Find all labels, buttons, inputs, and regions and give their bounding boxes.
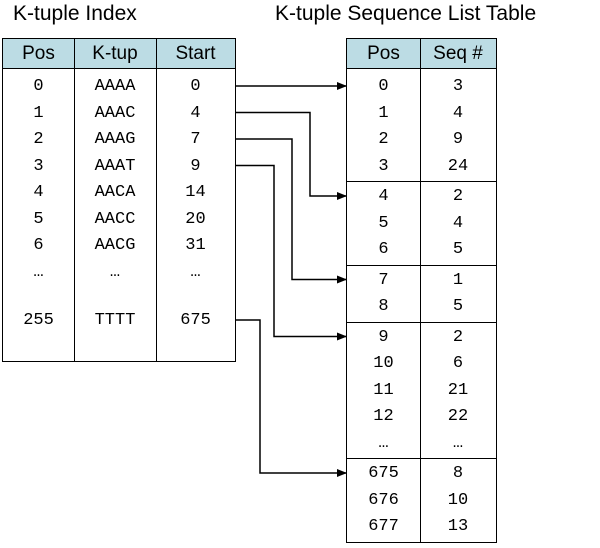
header-start: Start — [175, 43, 216, 64]
k-tuple-index-ktup-cell: AAAT — [94, 156, 136, 176]
k-tuple-index-table: Pos K-tup Start 0 AAAA 0 1 AAAC 4 2 AAAG 7 3 AAAT 9 4 A… — [2, 38, 236, 362]
sequence-list-pos-cell: 9 — [378, 327, 389, 347]
sequence-list-table: Pos Seq # 0 3 1 4 2 9 3 24 4 2 5 4 6 5 7 1 8 5 9 2 10 6 11 21 12 2… — [346, 38, 497, 543]
k-tuple-index-start-cell: … — [190, 262, 201, 282]
k-tuple-index-start-cell: 0 — [190, 77, 201, 96]
sequence-list-pos-cell: 4 — [378, 187, 389, 206]
k-tuple-index-start-cell: 9 — [190, 156, 201, 176]
group-divider — [347, 321, 496, 323]
k-tuple-index-start-cell: 675 — [180, 311, 211, 330]
k-tuple-index-header: Pos K-tup Start — [3, 39, 235, 69]
k-tuple-index-ktup-cell: AACG — [94, 236, 136, 255]
sequence-list-pos-cell: 676 — [368, 490, 399, 510]
k-tuple-index-ktup-cell: AACA — [94, 183, 136, 202]
pointer-arrow — [236, 111, 347, 200]
k-tuple-index-pos-cell: 4 — [33, 183, 44, 202]
k-tuple-index-pos-cell: 1 — [33, 103, 44, 123]
sequence-list-header: Pos Seq # — [347, 39, 496, 69]
k-tuple-index-start-cell: 7 — [190, 130, 201, 149]
group-divider — [347, 458, 496, 459]
sequence-list-seq-cell: 21 — [447, 380, 469, 400]
k-tuple-index-pos-cell: … — [33, 262, 44, 282]
k-tuple-index-ktup-cell: AAAG — [94, 130, 136, 149]
k-tuple-index-start-cell: 4 — [190, 103, 201, 123]
sequence-list-seq-cell: 1 — [452, 270, 464, 290]
k-tuple-index-start-cell: 20 — [185, 209, 206, 229]
sequence-list-seq-cell: 3 — [452, 77, 464, 96]
sequence-list-seq-cell: 8 — [452, 464, 464, 483]
sequence-list-seq-cell: 4 — [452, 213, 464, 233]
k-tuple-index-pos-cell: 0 — [33, 77, 44, 96]
sequence-list-pos-cell: 5 — [378, 213, 389, 233]
k-tuple-index-start-cell: 14 — [185, 183, 206, 202]
k-tuple-index-pos-cell: 5 — [33, 209, 44, 229]
sequence-list-seq-cell: 22 — [447, 407, 469, 426]
k-tuple-index-title: K-tuple Index — [13, 2, 137, 25]
header-ktup: K-tup — [92, 43, 138, 64]
header-seq: Seq # — [433, 43, 483, 64]
sequence-list-pos-cell: … — [378, 433, 389, 453]
k-tuple-index-pos-cell: 3 — [33, 156, 44, 176]
sequence-list-pos-cell: 3 — [378, 156, 389, 176]
sequence-list-pos-cell: 8 — [378, 297, 389, 316]
sequence-list-pos-cell: 10 — [373, 354, 394, 373]
k-tuple-index-start-cell: 31 — [185, 236, 206, 255]
sequence-list-seq-cell: 2 — [452, 327, 464, 347]
sequence-list-seq-cell: 5 — [452, 240, 464, 259]
sequence-list-pos-cell: 1 — [378, 103, 389, 123]
k-tuple-index-pos-cell: 6 — [33, 236, 44, 255]
sequence-list-pos-cell: 6 — [378, 240, 389, 259]
header-pos: Pos — [367, 43, 400, 64]
sequence-list-pos-cell: 2 — [378, 130, 389, 149]
k-tuple-index-ktup-cell: AACC — [94, 209, 136, 229]
pointer-arrow — [236, 319, 347, 477]
sequence-list-seq-cell: 10 — [447, 490, 469, 510]
sequence-list-seq-cell: 5 — [452, 297, 464, 316]
sequence-list-seq-cell: 4 — [452, 103, 464, 123]
k-tuple-index-ktup-cell: AAAC — [94, 103, 136, 123]
k-tuple-index-ktup-cell: TTTT — [94, 311, 136, 330]
k-tuple-index-pos-cell: 255 — [23, 311, 54, 330]
group-divider — [347, 264, 496, 266]
header-pos: Pos — [22, 43, 55, 64]
column-divider — [74, 39, 75, 361]
sequence-list-seq-cell: … — [452, 433, 464, 453]
sequence-list-table-title: K-tuple Sequence List Table — [275, 2, 537, 25]
column-divider — [420, 39, 421, 542]
sequence-list-pos-cell: 677 — [368, 517, 399, 536]
sequence-list-pos-cell: 11 — [373, 380, 394, 400]
group-divider — [347, 181, 496, 182]
sequence-list-seq-cell: 2 — [452, 187, 464, 206]
pointer-arrow — [236, 138, 347, 284]
k-tuple-index-pos-cell: 2 — [33, 130, 44, 149]
sequence-list-seq-cell: 9 — [452, 130, 464, 149]
sequence-list-seq-cell: 13 — [447, 517, 469, 536]
sequence-list-seq-cell: 6 — [452, 354, 464, 373]
sequence-list-pos-cell: 675 — [368, 464, 399, 483]
sequence-list-pos-cell: 7 — [378, 270, 389, 290]
column-divider — [156, 39, 157, 361]
k-tuple-index-ktup-cell: … — [109, 262, 121, 282]
pointer-arrow — [236, 164, 347, 341]
sequence-list-seq-cell: 24 — [447, 156, 469, 176]
k-tuple-index-ktup-cell: AAAA — [94, 77, 136, 96]
sequence-list-pos-cell: 12 — [373, 407, 394, 426]
sequence-list-pos-cell: 0 — [378, 77, 389, 96]
